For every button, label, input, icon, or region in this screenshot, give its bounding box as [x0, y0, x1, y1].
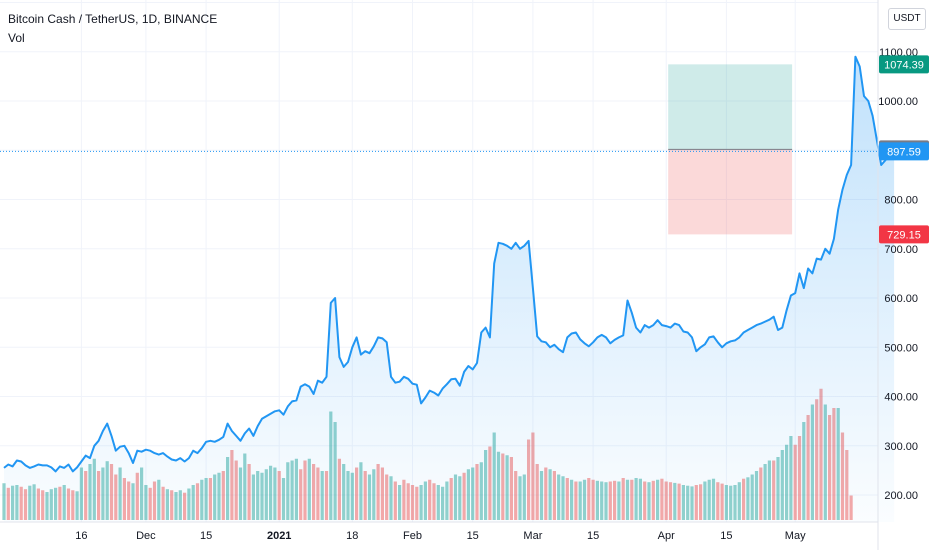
x-tick-label: 2021	[267, 530, 291, 542]
y-tick-label: 1000.00	[878, 96, 918, 108]
x-tick-label: Apr	[658, 530, 675, 542]
x-tick-label: 18	[346, 530, 358, 542]
x-tick-label: 16	[75, 530, 87, 542]
x-tick-label: 15	[467, 530, 479, 542]
loss-zone	[668, 149, 793, 235]
y-tick-label: 200.00	[884, 490, 918, 502]
y-tick-label: 500.00	[884, 342, 918, 354]
stop-price-badge-bg	[879, 225, 929, 244]
x-tick-label: Dec	[136, 530, 156, 542]
x-tick-label: 15	[720, 530, 732, 542]
target-price-badge-bg	[879, 55, 929, 74]
x-tick-label: May	[785, 530, 806, 542]
last-price-badge: 897.59	[887, 146, 921, 158]
x-tick-label: 15	[587, 530, 599, 542]
profit-zone	[668, 64, 793, 150]
y-tick-label: 700.00	[884, 244, 918, 256]
currency-unit-button[interactable]: USDT	[888, 8, 926, 30]
y-tick-label: 800.00	[884, 195, 918, 207]
y-tick-label: 400.00	[884, 392, 918, 404]
y-tick-label: 300.00	[884, 441, 918, 453]
x-axis: 16 Dec 15 2021 18 Feb 15 Mar 15 Apr 15 May	[0, 521, 878, 542]
long-position-tool[interactable]	[668, 64, 793, 235]
symbol-title[interactable]: Bitcoin Cash / TetherUS, 1D, BINANCE	[8, 12, 218, 26]
price-line	[3, 55, 895, 473]
x-tick-label: 15	[200, 530, 212, 542]
y-axis: 200.00 300.00 400.00 500.00 600.00 700.00 800.…	[878, 47, 918, 502]
target-price-badge: 1074.39	[884, 59, 924, 71]
volume-label[interactable]: Vol	[8, 31, 25, 45]
y-tick-label: 600.00	[884, 293, 918, 305]
price-area	[0, 55, 895, 522]
price-area-fill	[4, 56, 895, 522]
last-price-badge-bg	[879, 142, 929, 161]
chart-legend: Bitcoin Cash / TetherUS, 1D, BINANCE Vol	[8, 10, 217, 48]
x-tick-label: Feb	[403, 530, 422, 542]
stop-price-badge: 729.15	[887, 229, 921, 241]
x-tick-label: Mar	[523, 530, 542, 542]
